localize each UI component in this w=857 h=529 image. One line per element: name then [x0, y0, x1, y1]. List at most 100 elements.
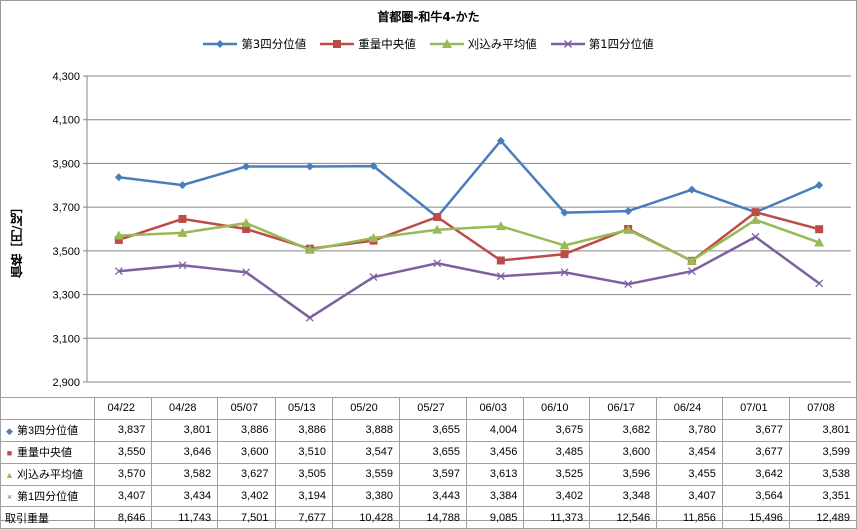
- data-label: 3,801: [788, 418, 857, 442]
- table-header-row: 04/22 04/28 05/07 05/13 05/20 05/27 06/03 06/10…: [0, 397, 857, 420]
- data-label: 11,373: [523, 506, 591, 529]
- legend-swatch: [429, 39, 464, 48]
- data-label: 3,505: [274, 462, 333, 486]
- legend-item-3: 刈込み平均値: [429, 36, 537, 52]
- data-point-s4-1: [114, 267, 123, 276]
- y-tick-label: 3,100: [52, 333, 80, 345]
- data-label: 7,501: [217, 506, 276, 529]
- table-row-header: 取引重量: [0, 506, 95, 529]
- x-tick-label: 06/03: [465, 397, 525, 420]
- data-label: 3,194: [274, 484, 333, 508]
- data-point-s4-11: [751, 232, 760, 241]
- series-line-2: [118, 210, 820, 263]
- y-tick-label: 4,100: [52, 115, 80, 127]
- data-label: 3,886: [274, 418, 333, 442]
- legend-label: 重量中央値: [358, 37, 416, 51]
- table-row-header: ▲ 刈込み平均値: [0, 462, 95, 486]
- data-label: 3,485: [523, 440, 591, 464]
- data-label: 3,675: [523, 418, 591, 442]
- data-label: 3,677: [721, 418, 790, 442]
- data-point-s4-12: [815, 279, 824, 288]
- data-label: 3,351: [788, 484, 857, 508]
- data-label: 3,456: [465, 440, 525, 464]
- data-point-s4-6: [433, 259, 442, 268]
- data-point-s3-4: [304, 244, 315, 254]
- y-tick-label: 3,500: [52, 246, 80, 258]
- data-label: 3,407: [656, 484, 723, 508]
- data-label: 3,570: [93, 462, 153, 486]
- data-point-s3-10: [686, 255, 697, 265]
- legend-label: 刈込み平均値: [467, 37, 537, 51]
- legend-item-2: 重量中央値: [320, 36, 416, 52]
- data-label: 12,546: [589, 506, 658, 529]
- data-point-s1-9: [624, 207, 633, 216]
- table-corner-cell: [0, 397, 95, 420]
- y-tick-label: 3,700: [52, 202, 80, 214]
- table-row: ▲ 刈込み平均値 3,570 3,582 3,627 3,505 3,559 3,597 3,6…: [0, 462, 857, 486]
- data-label: 3,582: [151, 462, 219, 486]
- data-label: 12,489: [788, 506, 857, 529]
- data-label: 3,646: [151, 440, 219, 464]
- legend-label: 第3四分位値: [241, 37, 307, 51]
- x-tick-label: 04/22: [93, 397, 153, 420]
- data-label: 3,455: [656, 462, 723, 486]
- data-point-s3-1: [113, 230, 124, 240]
- data-point-s1-2: [178, 181, 187, 190]
- data-point-s2-8: [560, 250, 569, 259]
- data-label: 3,886: [217, 418, 276, 442]
- data-point-s4-3: [242, 268, 251, 277]
- data-point-s1-12: [815, 181, 824, 190]
- x-tick-label: 07/01: [721, 397, 790, 420]
- x-tick-label: 04/28: [151, 397, 219, 420]
- data-point-s1-7: [496, 136, 505, 145]
- data-label: 3,600: [589, 440, 658, 464]
- table-row: ◆ 第3四分位値 3,837 3,801 3,886 3,886 3,888 3,655 4,0…: [0, 418, 857, 442]
- series-line-1: [118, 138, 820, 219]
- data-point-s4-2: [178, 261, 187, 270]
- table-row-header: ◆ 第3四分位値: [0, 418, 95, 442]
- legend-swatch: [320, 40, 355, 48]
- data-label: 3,407: [93, 484, 153, 508]
- data-label: 3,402: [523, 484, 591, 508]
- data-point-s2-6: [433, 212, 442, 221]
- data-label: 3,837: [93, 418, 153, 442]
- data-label: 3,597: [398, 462, 468, 486]
- x-tick-label: 07/08: [788, 397, 857, 420]
- series-name: 刈込み平均値: [17, 469, 83, 482]
- data-point-s3-3: [241, 218, 252, 228]
- data-label: 3,538: [788, 462, 857, 486]
- data-point-s2-11: [751, 208, 760, 217]
- legend-item-1: 第3四分位値: [203, 36, 306, 52]
- x-tick-label: 05/20: [331, 397, 400, 420]
- data-table: 04/22 04/28 05/07 05/13 05/20 05/27 06/03 06/10…: [0, 397, 857, 529]
- data-label: 15,496: [721, 506, 790, 529]
- data-label: 3,888: [331, 418, 400, 442]
- x-tick-label: 06/17: [589, 397, 658, 420]
- data-label: 3,780: [656, 418, 723, 442]
- data-point-s4-7: [496, 272, 505, 281]
- data-point-s1-4: [305, 162, 314, 171]
- series-marker-icon: ◆: [6, 426, 13, 437]
- data-label: 3,801: [151, 418, 219, 442]
- data-label: 8,646: [93, 506, 153, 529]
- series-name: 第3四分位値: [17, 425, 79, 438]
- legend-swatch: [550, 40, 585, 48]
- data-point-s1-5: [369, 162, 378, 171]
- data-label: 4,004: [465, 418, 525, 442]
- data-label: 3,613: [465, 462, 525, 486]
- y-tick-label: 2,900: [52, 377, 80, 389]
- data-label: 3,550: [93, 440, 153, 464]
- data-point-s4-4: [305, 313, 314, 322]
- legend-item-4: 第1四分位値: [550, 36, 654, 52]
- data-label: 3,677: [721, 440, 790, 464]
- data-label: 11,856: [656, 506, 723, 529]
- data-point-s2-2: [178, 214, 187, 223]
- data-point-s3-6: [432, 224, 443, 234]
- table-row-header: ■ 重量中央値: [0, 440, 95, 464]
- series-name: 重量中央値: [17, 447, 72, 460]
- data-point-s4-8: [560, 268, 569, 277]
- data-point-s4-10: [687, 267, 696, 276]
- data-label: 3,559: [331, 462, 400, 486]
- data-label: 9,085: [465, 506, 525, 529]
